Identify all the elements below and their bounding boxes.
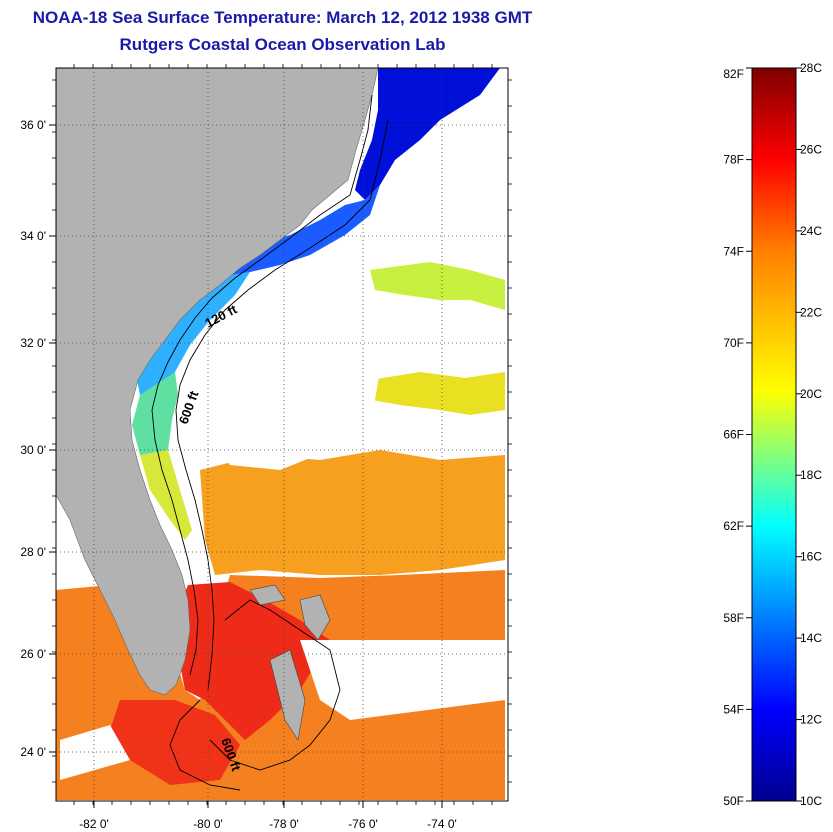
lon-tick-label: -76 0' (348, 817, 378, 831)
land-mass (56, 68, 379, 696)
colorbar-f-label: 66F (723, 428, 744, 442)
lat-tick-label: 26 0' (20, 647, 46, 661)
sst-green-band (132, 372, 178, 460)
sst-cyan-band (135, 272, 250, 395)
colorbar-c-label: 26C (800, 142, 822, 156)
colorbar-c-label: 24C (800, 224, 822, 238)
lon-tick-label: -74 0' (427, 817, 457, 831)
colorbar-f-label: 74F (723, 244, 744, 258)
lat-tick-label: 36 0' (20, 118, 46, 132)
lat-tick-label: 28 0' (20, 545, 46, 559)
colorbar-c-label: 28C (800, 61, 822, 75)
sst-red-tail (110, 700, 240, 785)
map-subtitle: Rutgers Coastal Ocean Observation Lab (119, 35, 446, 54)
colorbar-c-label: 16C (800, 550, 822, 564)
map-title: NOAA-18 Sea Surface Temperature: March 1… (32, 8, 533, 27)
lon-tick-label: -80 0' (193, 817, 223, 831)
colorbar-c-label: 10C (800, 794, 822, 808)
lon-tick-label: -78 0' (269, 817, 299, 831)
lat-tick-label: 24 0' (20, 745, 46, 759)
longitude-labels: -82 0' -80 0' -78 0' -76 0' -74 0' (79, 817, 457, 831)
colorbar-c-label: 22C (800, 305, 822, 319)
sst-yellow-offshore-2 (370, 372, 505, 415)
colorbar-c-label: 18C (800, 468, 822, 482)
colorbar-f-label: 54F (723, 702, 744, 716)
colorbar-f-label: 70F (723, 336, 744, 350)
colorbar-f-label: 78F (723, 153, 744, 167)
colorbar-celsius-scale: 28C 26C 24C 22C 20C 18C 16C 14C 12C 10C (796, 61, 822, 808)
colorbar-f-label: 62F (723, 519, 744, 533)
bahamas-islands (249, 584, 331, 741)
sst-cold-band (355, 68, 500, 200)
map-grid (49, 64, 512, 808)
sst-orange-south (200, 450, 505, 575)
sst-yellow-band (140, 450, 192, 540)
no-data-gaps (60, 130, 505, 780)
sst-cold-band-2 (232, 185, 380, 275)
sst-yellow-offshore (370, 262, 505, 310)
lat-tick-label: 32 0' (20, 336, 46, 350)
bathymetry-contours (151, 94, 389, 791)
colorbar-fahrenheit-scale: 82F 78F 74F 70F 66F 62F 58F 54F 50F (723, 67, 752, 808)
colorbar-c-label: 12C (800, 713, 822, 727)
colorbar-c-label: 20C (800, 387, 822, 401)
colorbar-f-label: 82F (723, 67, 744, 81)
lat-tick-label: 30 0' (20, 443, 46, 457)
lon-tick-label: -82 0' (79, 817, 109, 831)
colorbar-f-label: 58F (723, 611, 744, 625)
map-area (56, 68, 508, 801)
latitude-labels: 36 0' 34 0' 32 0' 30 0' 28 0' 26 0' 24 0' (20, 118, 46, 759)
colorbar-f-label: 50F (723, 794, 744, 808)
map-frame (55, 67, 509, 802)
colorbar (751, 67, 797, 802)
colorbar-c-label: 14C (800, 631, 822, 645)
lat-tick-label: 34 0' (20, 229, 46, 243)
